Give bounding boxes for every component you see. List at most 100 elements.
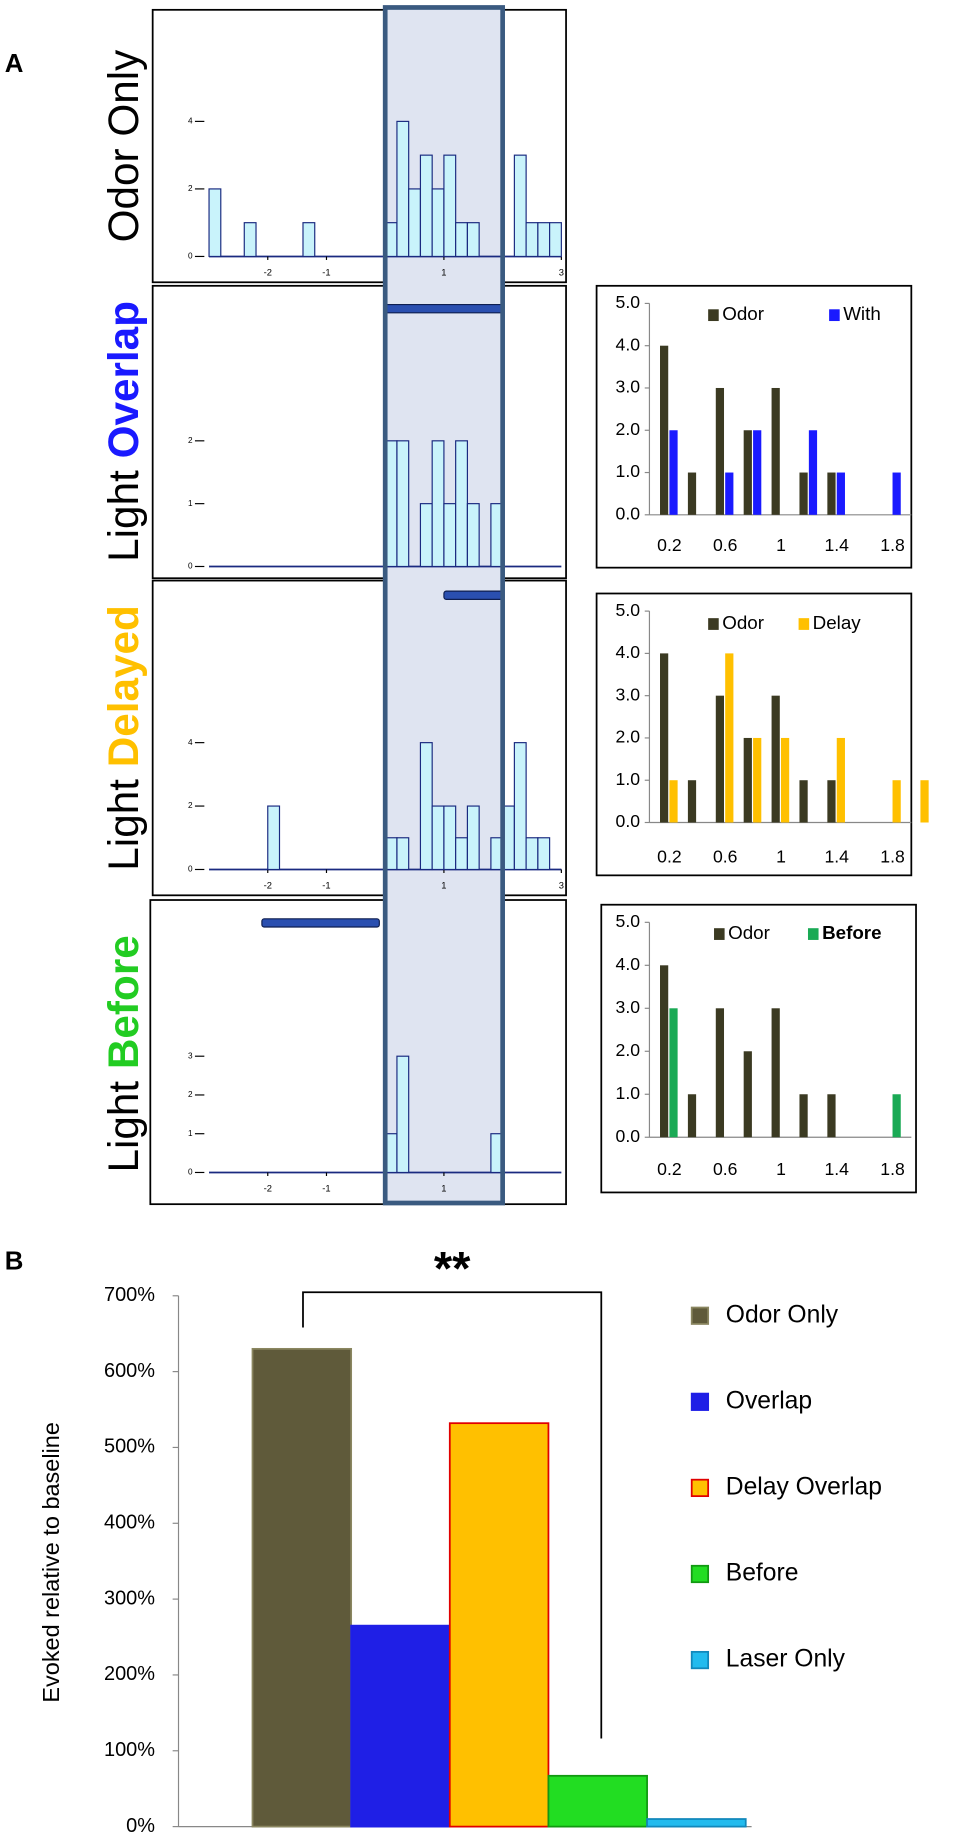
light-period: [443, 590, 504, 600]
bar: [669, 430, 678, 515]
legend-swatch: [829, 309, 840, 322]
histogram-bar: [243, 222, 257, 258]
row-label-part: Light: [100, 458, 147, 561]
legend-label: Laser Only: [726, 1646, 846, 1673]
legend-label: Odor: [722, 612, 764, 633]
bar: [725, 472, 734, 515]
x-tick-label: 1: [776, 535, 786, 555]
y-tick-label: 3: [188, 1051, 193, 1060]
legend-swatch: [690, 1392, 710, 1411]
y-tick-label: 600%: [104, 1360, 155, 1382]
y-tick-label: 2: [188, 801, 193, 810]
y-tick-label: 2.0: [616, 1040, 641, 1060]
bar: [660, 345, 669, 515]
histogram-bar: [513, 742, 527, 871]
x-tick-label: -1: [322, 266, 330, 277]
x-tick-label: -1: [322, 879, 330, 890]
bar: [753, 430, 762, 515]
y-tick-label: 1: [188, 499, 193, 508]
bar: [669, 780, 678, 823]
row-label-part: Light: [100, 767, 147, 870]
row-label: Light Delayed: [100, 605, 147, 871]
bar: [771, 1008, 780, 1138]
bar: [771, 387, 780, 515]
y-tick-label: 2.0: [616, 727, 641, 747]
x-tick-label: 1.8: [880, 535, 905, 555]
y-tick-label: 3.0: [616, 377, 641, 397]
bar: [660, 965, 669, 1138]
legend-label: Before: [822, 922, 882, 943]
row-label-part: Delayed: [100, 605, 147, 767]
histogram-bar: [466, 503, 480, 568]
bar: [687, 780, 697, 823]
bar: [687, 472, 697, 515]
y-tick-label: 2: [188, 1090, 193, 1099]
histogram-bar: [455, 222, 468, 258]
row-label: Light Overlap: [100, 301, 147, 562]
y-tick-label: 5.0: [616, 292, 641, 312]
y-tick-label: 0.0: [616, 1126, 641, 1146]
bar: [771, 695, 780, 823]
histogram-bar: [537, 837, 551, 871]
y-tick-label: 200%: [104, 1663, 155, 1685]
chart-frame: [595, 284, 913, 569]
y-tick-label: 300%: [104, 1587, 155, 1609]
bar: [725, 653, 734, 823]
histogram-bar: [396, 1055, 410, 1174]
y-tick-label: 4.0: [616, 954, 641, 974]
x-tick-label: 1.8: [880, 846, 905, 866]
bar: [251, 1347, 353, 1828]
y-tick-label: 3.0: [616, 997, 641, 1017]
light-period: [261, 918, 380, 928]
histogram-bar: [525, 837, 539, 871]
bar: [669, 1008, 678, 1138]
legend-swatch: [690, 1564, 710, 1584]
legend-swatch: [708, 618, 719, 630]
y-tick-label: 0%: [126, 1815, 155, 1837]
bar: [827, 472, 836, 515]
histogram-bar: [396, 440, 410, 568]
window-outline: [382, 5, 505, 1206]
bar: [646, 1818, 747, 1828]
legend-swatch: [690, 1650, 710, 1670]
x-tick-label: 1.4: [825, 1159, 850, 1179]
y-tick-label: 0: [188, 562, 193, 571]
bar: [743, 430, 752, 515]
y-tick-label: 0: [188, 252, 193, 261]
x-tick-label: 3: [559, 266, 564, 277]
x-tick-label: -2: [264, 266, 272, 277]
bar: [448, 1422, 550, 1828]
significance-bracket: [302, 1291, 603, 1739]
x-tick-label: 1: [441, 266, 446, 277]
x-tick-label: 0.2: [657, 1159, 681, 1179]
bar: [687, 1094, 697, 1138]
histogram-bar: [419, 503, 433, 568]
annotation: **: [434, 1242, 471, 1295]
histogram-bar: [455, 440, 468, 568]
x-tick-label: 1: [776, 846, 786, 866]
histogram-bar: [431, 805, 445, 871]
histogram-bar: [396, 837, 410, 871]
histogram-bar: [443, 805, 457, 871]
y-tick-label: 4.0: [616, 642, 641, 662]
y-tick-label: 0.0: [616, 503, 641, 523]
y-tick-label: 4: [188, 738, 193, 747]
y-tick-label: 400%: [104, 1512, 155, 1534]
bar: [660, 653, 669, 823]
bar: [350, 1624, 451, 1828]
y-tick-label: 100%: [104, 1739, 155, 1761]
bar: [827, 780, 836, 823]
x-tick-label: 0.2: [657, 846, 681, 866]
bar: [743, 1051, 752, 1138]
histogram-bar: [431, 188, 445, 258]
bar: [827, 1094, 836, 1138]
y-tick-label: 1.0: [616, 461, 641, 481]
bar: [743, 737, 752, 823]
x-tick-label: 1: [776, 1159, 786, 1179]
histogram-bar: [208, 188, 222, 258]
legend-label: With: [843, 303, 881, 324]
bar: [799, 780, 808, 823]
y-tick-label: 3.0: [616, 684, 641, 704]
legend-label: Odor Only: [726, 1301, 839, 1328]
